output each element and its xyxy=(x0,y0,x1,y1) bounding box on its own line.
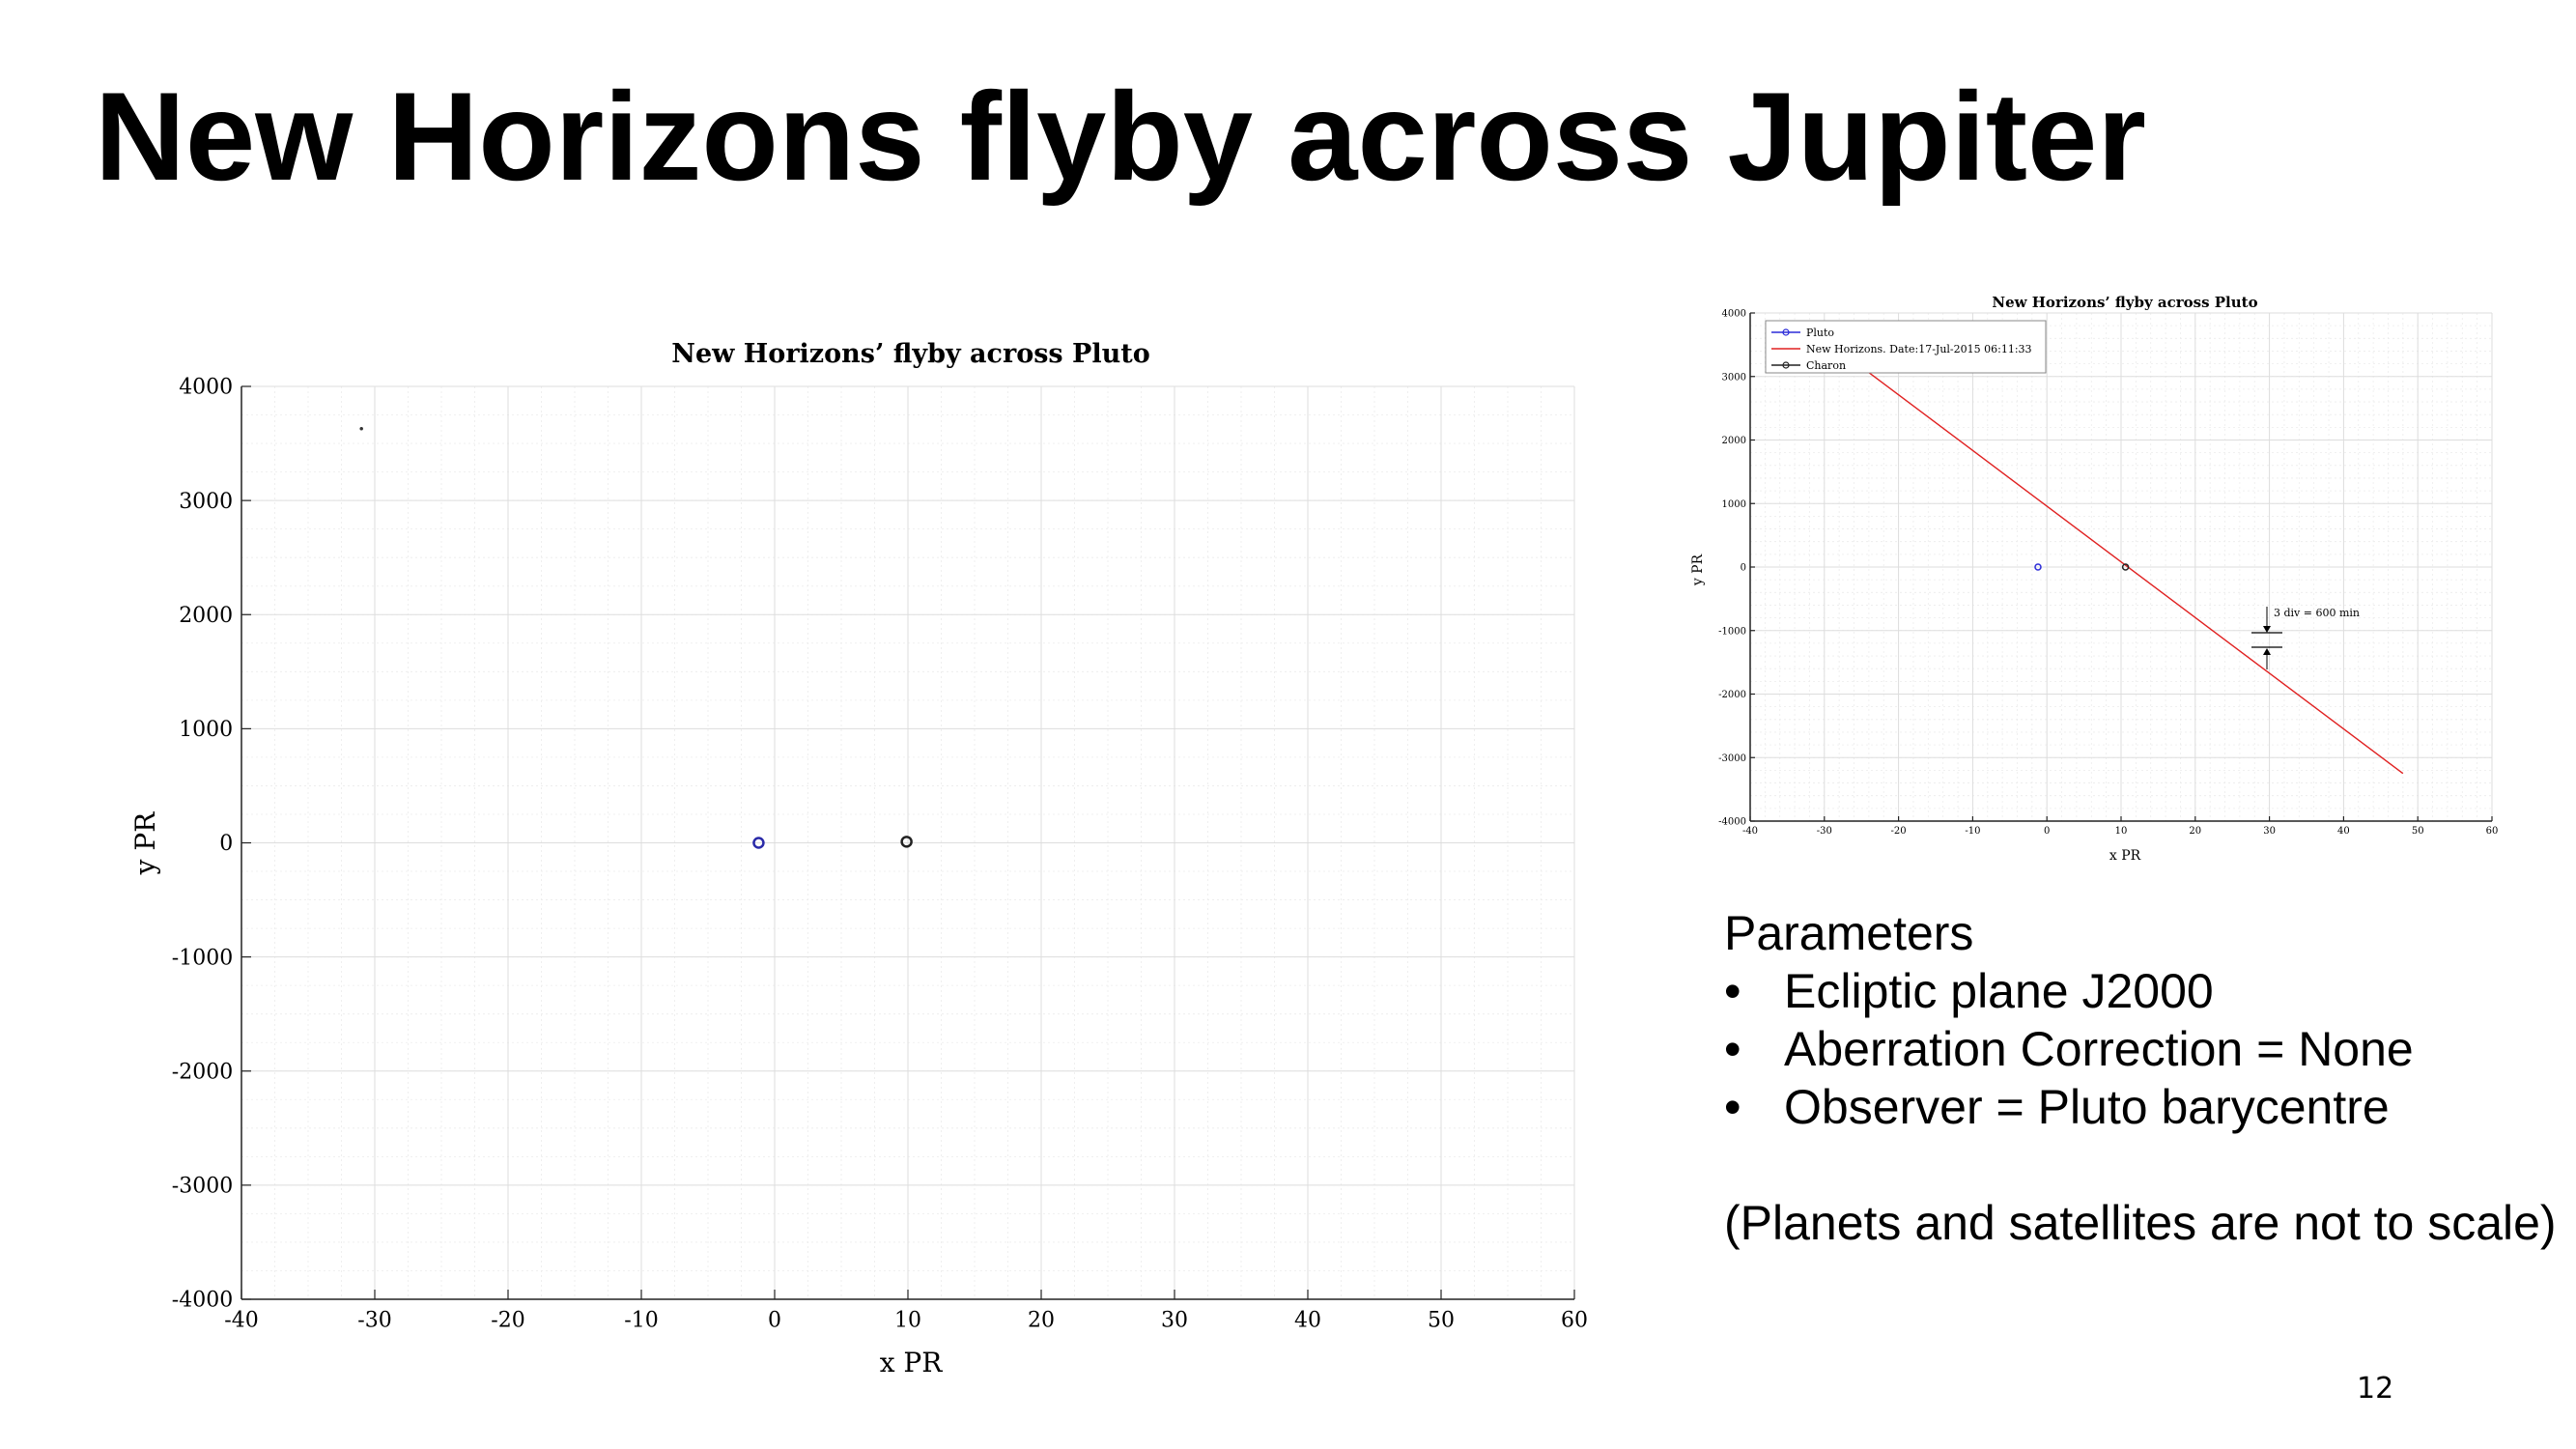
flyby-chart-inset: New Horizons’ flyby across Pluto -40 -30-… xyxy=(1690,294,2498,864)
x-tick-label: 40 xyxy=(2337,826,2350,837)
x-tick-label: -40 xyxy=(1742,826,1758,837)
axes xyxy=(241,385,1575,1300)
chart-title: New Horizons’ flyby across Pluto xyxy=(1992,294,2257,311)
x-tick-labels: -40 -30 -20 -10 0 10 20 30 40 50 60 xyxy=(224,1309,1588,1333)
page-number: 12 xyxy=(2357,1372,2394,1406)
x-tick-label: -40 xyxy=(224,1309,258,1333)
x-tick-label: 0 xyxy=(768,1309,781,1333)
y-tick-label: -1000 xyxy=(1718,626,1746,637)
x-tick-label: 60 xyxy=(1561,1309,1588,1333)
y-axis-label: y PR xyxy=(129,811,161,876)
data-point xyxy=(2034,563,2042,571)
x-tick-label: 20 xyxy=(1028,1309,1055,1333)
x-tick-label: 30 xyxy=(1161,1309,1188,1333)
y-tick-label: -3000 xyxy=(1718,753,1746,764)
parameters-heading: Parameters xyxy=(1724,906,1974,960)
y-tick-label: 1000 xyxy=(1722,499,1746,510)
flyby-chart-main: New Horizons’ flyby across Pluto -40 -30-… xyxy=(129,339,1588,1378)
x-tick-label: 20 xyxy=(2189,826,2201,837)
y-tick-label: 4000 xyxy=(1722,309,1746,320)
x-tick-label: -30 xyxy=(357,1309,391,1333)
x-tick-label: 50 xyxy=(1428,1309,1455,1333)
grid xyxy=(241,385,1575,1300)
y-tick-label: 2000 xyxy=(179,604,233,628)
x-tick-label: 10 xyxy=(2115,826,2128,837)
parameter-text: Ecliptic plane J2000 xyxy=(1784,964,2214,1018)
data-series xyxy=(359,426,913,849)
y-axis-label: y PR xyxy=(1690,554,1706,586)
legend-marker-pluto xyxy=(1782,328,1790,336)
x-axis-label: x PR xyxy=(880,1347,944,1378)
x-tick-label: 50 xyxy=(2412,826,2424,837)
annotation: 3 div = 600 min xyxy=(2251,607,2360,669)
legend: Pluto New Horizons. Date:17-Jul-2015 06:… xyxy=(1765,320,2047,374)
annotation-label: 3 div = 600 min xyxy=(2274,607,2360,619)
data-series xyxy=(1860,366,2404,775)
x-tick-labels: -40 -30 -20 -10 0 10 20 30 40 50 60 xyxy=(1742,826,2498,837)
y-tick-label: 1000 xyxy=(179,718,233,742)
parameter-text: Aberration Correction = None xyxy=(1784,1022,2414,1076)
grid xyxy=(1749,312,2493,822)
data-point xyxy=(359,426,363,431)
axes xyxy=(1749,312,2493,822)
x-axis-label: x PR xyxy=(2109,848,2141,864)
x-tick-label: -10 xyxy=(1965,826,1980,837)
y-tick-labels: -4000 -3000 -2000 -1000 0 1000 2000 3000 4000 xyxy=(1718,309,1746,828)
parameter-item: • Ecliptic plane J2000 xyxy=(1724,964,2214,1018)
x-tick-label: -30 xyxy=(1817,826,1832,837)
y-tick-label: 4000 xyxy=(179,376,233,400)
parameter-item: • Aberration Correction = None xyxy=(1724,1022,2414,1076)
slide-title: New Horizons flyby across Jupiter xyxy=(95,66,2146,207)
y-tick-label: -4000 xyxy=(1718,817,1746,828)
y-tick-label: -2000 xyxy=(172,1060,233,1084)
y-tick-label: -4000 xyxy=(172,1289,233,1313)
x-tick-label: -20 xyxy=(491,1309,524,1333)
x-tick-label: 60 xyxy=(2486,826,2499,837)
data-point xyxy=(752,837,765,849)
x-tick-label: 10 xyxy=(894,1309,921,1333)
x-tick-label: -10 xyxy=(624,1309,658,1333)
y-tick-label: -1000 xyxy=(172,946,233,970)
x-tick-label: 40 xyxy=(1294,1309,1321,1333)
x-tick-label: 30 xyxy=(2263,826,2276,837)
x-tick-label: 0 xyxy=(2044,826,2050,837)
y-tick-label: -3000 xyxy=(172,1175,233,1199)
data-point xyxy=(900,836,913,848)
legend-box xyxy=(1765,320,2047,374)
data-point xyxy=(2121,563,2130,571)
legend-marker-charon xyxy=(1782,361,1790,369)
y-tick-label: 0 xyxy=(1741,563,1746,574)
series-line xyxy=(1860,366,2404,775)
parameter-text: Observer = Pluto barycentre xyxy=(1784,1080,2390,1134)
parameter-item: • Observer = Pluto barycentre xyxy=(1724,1080,2390,1134)
y-tick-label: 3000 xyxy=(1722,372,1746,383)
y-tick-label: 0 xyxy=(219,832,233,856)
y-tick-labels: -4000 -3000 -2000 -1000 0 1000 2000 3000 4000 xyxy=(172,376,233,1313)
legend-entry-pluto: Pluto xyxy=(1806,327,1834,339)
legend-entry-new-horizons: New Horizons. Date:17-Jul-2015 06:11:33 xyxy=(1806,343,2032,355)
chart-title: New Horizons’ flyby across Pluto xyxy=(671,339,1149,369)
y-tick-label: 2000 xyxy=(1722,436,1746,446)
x-tick-label: -20 xyxy=(1891,826,1907,837)
scale-note: (Planets and satellites are not to scale… xyxy=(1724,1196,2557,1250)
y-tick-label: -2000 xyxy=(1718,690,1746,700)
parameters-block: Parameters • Ecliptic plane J2000 • Aberra… xyxy=(1724,904,2557,1252)
y-tick-label: 3000 xyxy=(179,490,233,514)
legend-entry-charon: Charon xyxy=(1806,359,1846,372)
